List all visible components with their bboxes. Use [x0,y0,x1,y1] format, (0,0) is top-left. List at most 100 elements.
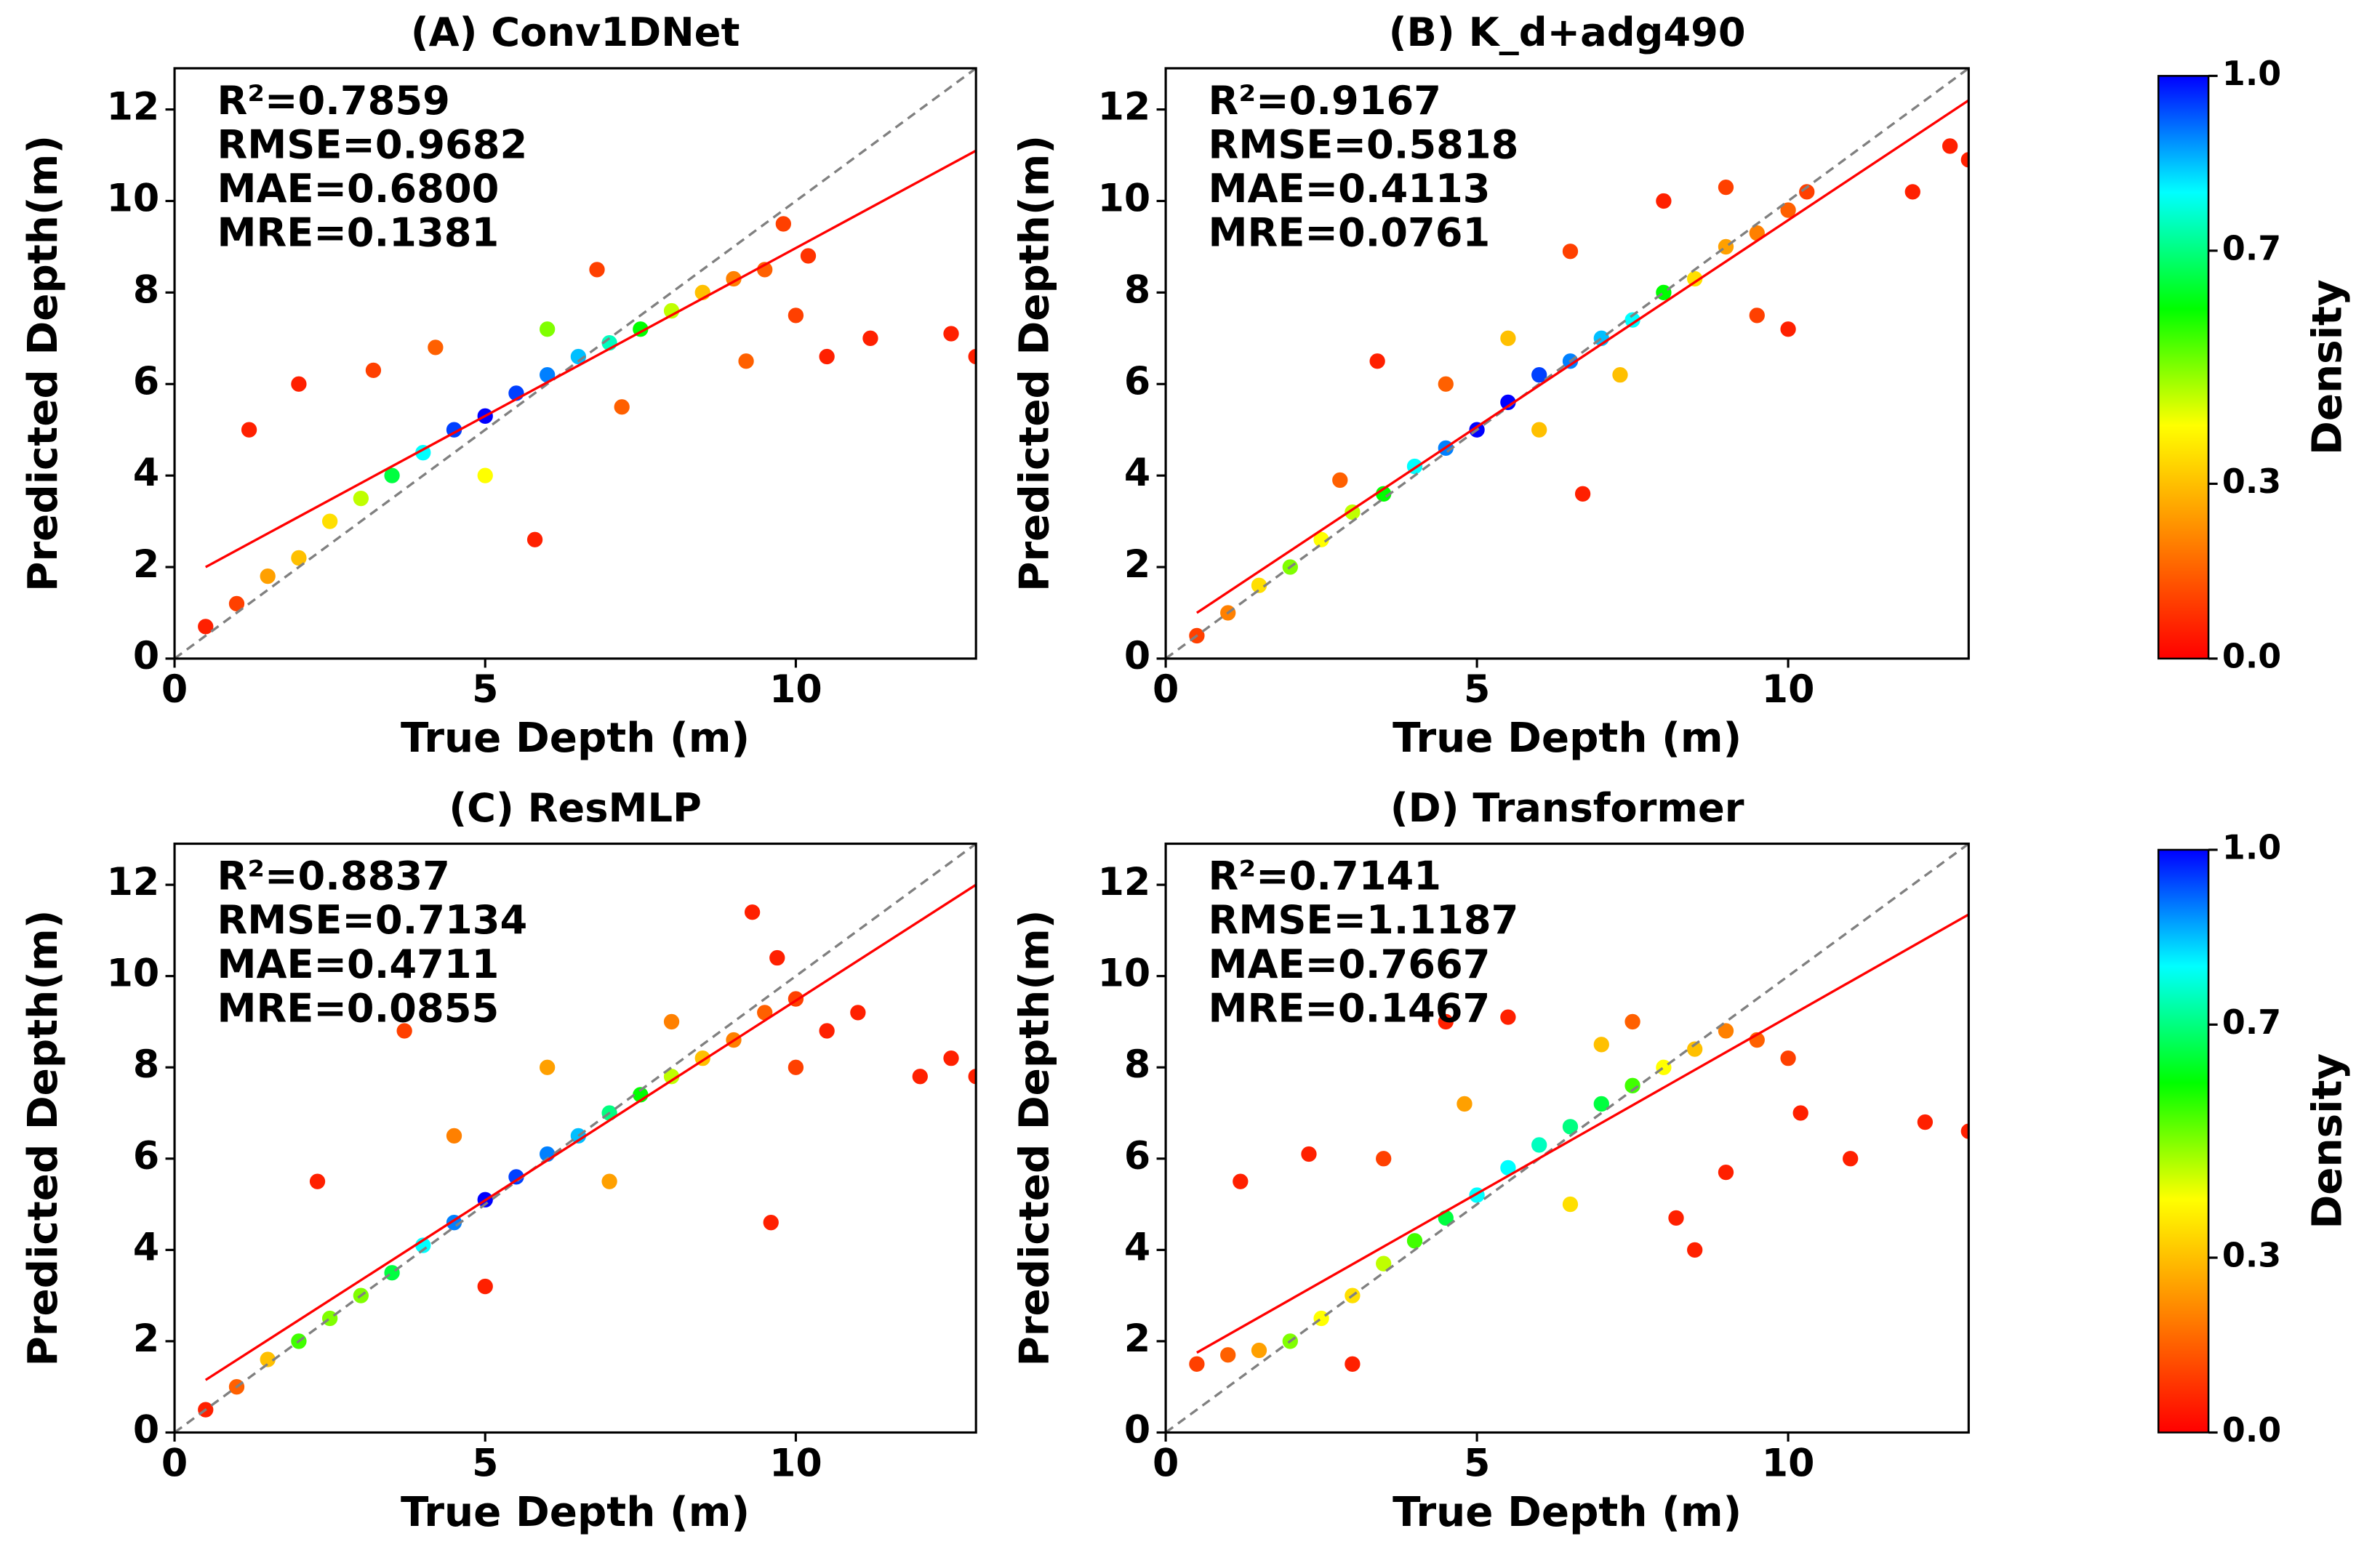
y-axis-label: Predicted Depth(m) [20,135,67,592]
point [1960,150,1969,169]
point [507,1168,526,1186]
point [942,1049,961,1067]
point [1686,1241,1704,1259]
point [364,361,382,379]
colorbar-label: Density [2304,279,2352,455]
stat-annotation: R²=0.7141 [1209,853,1441,899]
stat-annotation: RMSE=1.1187 [1209,897,1519,943]
point [308,1172,326,1191]
y-tick-label: 6 [133,1135,159,1178]
y-tick-label: 0 [1124,1408,1150,1452]
point [1499,1008,1518,1026]
axes-frame [173,67,977,660]
point [1779,201,1798,220]
plot-area [175,68,977,659]
x-tick-label: 10 [1762,1442,1815,1485]
chart-title: (A) Conv1DNet [411,9,740,55]
point [258,567,277,585]
stat-annotation: RMSE=0.7134 [217,897,527,943]
point [1219,1346,1238,1365]
axes-frame [1164,843,1970,1434]
y-tick-label: 12 [1098,86,1151,129]
stat-annotation: R²=0.9167 [1209,78,1441,124]
point [538,366,556,384]
y-tick-label: 4 [1124,1226,1150,1269]
stat-annotation: MAE=0.6800 [217,166,499,212]
point [1717,178,1735,196]
x-tick-label: 0 [1153,668,1179,712]
point [1250,576,1268,595]
point [538,1058,556,1077]
point [910,1067,929,1086]
point [1717,1021,1735,1040]
y-tick-label: 0 [133,1408,159,1452]
point [1250,1341,1268,1359]
y-tick-label: 12 [1098,861,1151,904]
stat-annotation: MAE=0.7667 [1209,941,1491,987]
point [1941,137,1959,156]
point [1686,1040,1704,1058]
colorbar [2157,848,2210,1434]
point [1455,1095,1474,1113]
colorbar-label: Density [2304,1053,2352,1229]
point [1791,1104,1810,1122]
point [1592,1095,1611,1113]
point [1561,1195,1579,1213]
y-tick-label: 6 [1124,360,1150,403]
colorbar [2157,75,2210,660]
fit-line [204,883,977,1381]
stat-annotation: MAE=0.4711 [217,941,499,987]
point [1530,420,1549,439]
point [817,347,836,366]
point [768,949,787,967]
point [1667,1209,1686,1227]
y-axis-label: Predicted Depth(m) [1011,135,1058,592]
y-tick-label: 8 [133,268,159,312]
point [445,1127,463,1145]
axes-frame [173,843,977,1434]
stat-annotation: R²=0.8837 [217,853,449,899]
colorbar-tick-label: 0.0 [2222,1410,2281,1450]
point [737,352,756,371]
point [321,512,339,531]
y-tick-label: 10 [1098,177,1151,220]
x-tick-label: 5 [1464,668,1490,712]
y-tick-label: 2 [133,1317,159,1361]
point [426,338,445,357]
x-tick-label: 0 [161,668,188,712]
point [612,398,631,417]
point [1747,224,1766,242]
point [1499,393,1518,411]
point [787,306,805,325]
point [258,1350,277,1369]
x-axis-label: True Depth (m) [401,1489,750,1536]
point [321,1309,339,1327]
point [1779,320,1798,339]
x-axis-label: True Depth (m) [1393,1489,1742,1536]
point [1561,242,1579,261]
point [662,1013,681,1031]
stat-annotation: R²=0.7859 [217,78,449,124]
y-axis-label: Predicted Depth(m) [1011,910,1058,1367]
colorbar-tick-label: 0.7 [2222,228,2281,268]
y-tick-label: 8 [1124,268,1150,312]
point [588,260,606,279]
point [966,347,977,366]
point [1331,471,1350,489]
y-tick-label: 2 [1124,543,1150,587]
point [1436,1013,1455,1031]
stat-annotation: MAE=0.4113 [1209,166,1491,212]
point [942,324,961,343]
colorbar-tick-label: 0.7 [2222,1003,2281,1042]
x-tick-label: 5 [472,1442,498,1485]
y-tick-label: 0 [133,635,159,678]
x-tick-label: 0 [1153,1442,1179,1485]
point [1717,238,1735,256]
point [476,466,494,485]
point [1499,329,1518,347]
plot-area [1166,843,1969,1433]
point [1530,1136,1549,1154]
point [1903,182,1922,201]
y-tick-label: 8 [133,1043,159,1087]
